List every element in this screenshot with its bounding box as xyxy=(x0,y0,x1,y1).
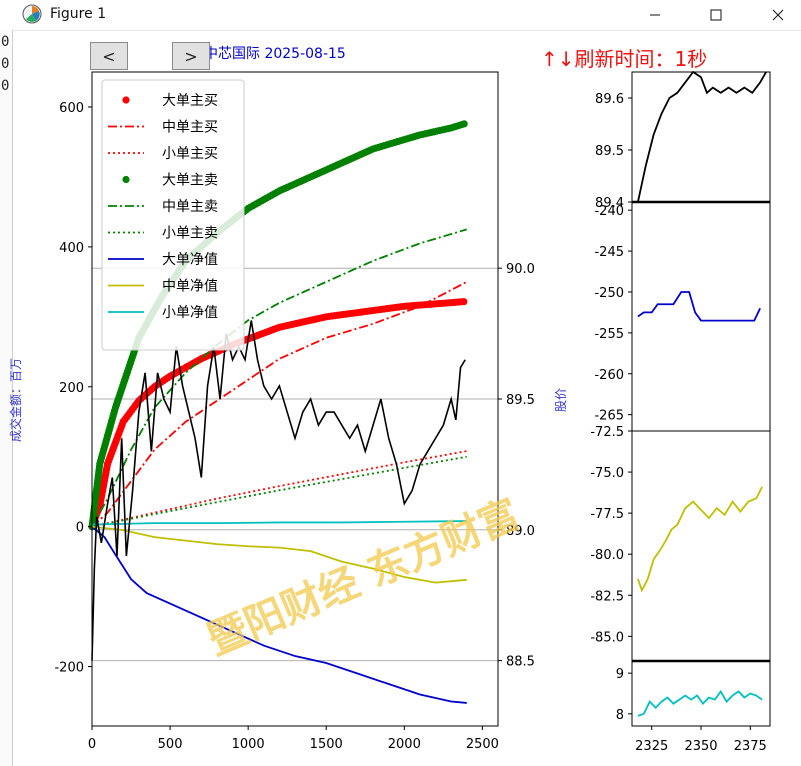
legend-entry: 小单主卖 xyxy=(108,226,218,242)
series-股价-line xyxy=(91,320,466,661)
legend-label: 小单主买 xyxy=(162,146,218,162)
right-panel-4: 8 9 2325 2350 2375 xyxy=(616,660,771,754)
right-panel-1: 89.4 89.5 89.6 xyxy=(595,70,771,211)
window-title: Figure 1 xyxy=(50,6,107,22)
x-tick-label: 1000 xyxy=(232,737,265,752)
background-window-edge: 0 0 0 xyxy=(0,30,13,766)
close-icon xyxy=(772,9,784,21)
legend-entry: 大单主卖 xyxy=(122,173,218,189)
panel-y-tick-label: -75.0 xyxy=(590,466,624,481)
y-tick-label: -200 xyxy=(54,661,84,676)
window-titlebar: Figure 1 xyxy=(0,0,801,31)
series-小单主买-line xyxy=(91,450,467,528)
panel-series-line xyxy=(637,486,763,593)
legend-entry: 中单主卖 xyxy=(108,199,218,215)
panel-y-tick-label: -265 xyxy=(594,409,624,424)
panel-y-tick-label: -250 xyxy=(594,286,624,301)
legend-entry: 大单主买 xyxy=(122,93,218,109)
watermark: 暨阳财经 东方财富 xyxy=(201,491,526,664)
panel-frame xyxy=(631,201,771,432)
panel-y-tick-label: -260 xyxy=(594,368,624,383)
right-panel-2: -265 -260 -255 -250 -245 -240 xyxy=(594,201,771,432)
y2-tick-label: 89.0 xyxy=(506,524,535,539)
legend-marker xyxy=(122,175,130,184)
panel-y-tick-label: -85.0 xyxy=(590,630,624,645)
legend-entry: 中单净值 xyxy=(108,279,218,295)
y2-tick-label: 90.0 xyxy=(506,262,535,277)
legend-entry: 小单主买 xyxy=(108,146,218,162)
x-tick-label: 2000 xyxy=(388,737,421,752)
panel-y-tick-label: -77.5 xyxy=(590,507,624,522)
maximize-button[interactable] xyxy=(693,0,739,30)
y2-tick-label: 88.5 xyxy=(506,655,535,670)
panel-y-tick-label: -72.5 xyxy=(590,425,624,440)
close-button[interactable] xyxy=(755,0,801,30)
next-button[interactable]: > xyxy=(172,42,210,70)
x-tick-label: 0 xyxy=(88,737,96,752)
legend-entry: 小单净值 xyxy=(108,305,218,321)
panel-frame xyxy=(631,430,771,662)
panel-y-tick-label: -82.5 xyxy=(590,589,624,604)
y2-tick-label: 89.5 xyxy=(506,393,535,408)
legend-label: 小单净值 xyxy=(162,305,218,321)
series-小单主卖-line xyxy=(91,455,467,528)
series-中单主买-line xyxy=(91,281,468,528)
panel-y-tick-label: 89.6 xyxy=(595,92,624,107)
legend-label: 中单净值 xyxy=(162,279,218,295)
data-point xyxy=(460,120,468,128)
panel-y-tick-label: 89.4 xyxy=(595,196,624,211)
y2-axis-label: 股价 xyxy=(554,388,568,412)
data-point xyxy=(460,298,468,306)
panel-y-tick-label: 89.5 xyxy=(595,144,624,159)
x-tick-label: 500 xyxy=(158,737,183,752)
y-tick-label: 0 xyxy=(76,521,84,536)
panel-y-tick-label: 9 xyxy=(616,667,624,682)
legend-label: 大单主卖 xyxy=(162,173,218,189)
minimize-button[interactable] xyxy=(632,0,678,30)
panel-y-tick-label: -255 xyxy=(594,327,624,342)
legend-label: 大单主买 xyxy=(162,93,218,109)
right-panels: 89.4 89.5 89.6 -265 -260 -255 -250 -245 -240 -85.… xyxy=(590,70,771,754)
maximize-icon xyxy=(710,9,722,21)
panel-x-tick-label: 2350 xyxy=(684,739,717,754)
background-char: 0 xyxy=(1,34,10,50)
figure-canvas: 0 500 1000 1500 2000 2500-200020040060088.589… xyxy=(8,46,771,754)
panel-x-tick-label: 2375 xyxy=(734,739,767,754)
panel-y-tick-label: 8 xyxy=(616,708,624,723)
panel-y-tick-label: -240 xyxy=(594,204,624,219)
prev-button[interactable]: < xyxy=(90,42,128,70)
series-小单净值-line xyxy=(91,520,467,526)
legend-marker xyxy=(122,96,130,104)
panel-series-line xyxy=(637,689,763,717)
right-panel-3: -85.0 -82.5 -80.0 -77.5 -75.0 -72.5 xyxy=(590,425,771,662)
series-大单净值-line xyxy=(91,525,467,704)
legend-label: 小单主卖 xyxy=(162,226,218,242)
y-tick-label: 600 xyxy=(59,101,84,116)
matplotlib-icon xyxy=(22,4,42,24)
legend-label: 中单主买 xyxy=(162,120,218,136)
x-tick-label: 1500 xyxy=(310,737,343,752)
y-tick-label: 200 xyxy=(59,381,84,396)
legend-label: 大单净值 xyxy=(162,252,218,268)
legend-entry: 大单净值 xyxy=(108,252,218,268)
y-tick-label: 400 xyxy=(59,241,84,256)
y-axis-label: 成交金额：百万 xyxy=(8,358,23,442)
legend-box xyxy=(101,79,245,351)
minimize-icon xyxy=(650,14,660,16)
chart-title: 中芯国际 2025-08-15 xyxy=(204,46,346,62)
panel-y-tick-label: -80.0 xyxy=(590,548,624,563)
background-char: 0 xyxy=(1,78,10,94)
panel-series-line xyxy=(637,70,767,203)
panel-x-tick-label: 2325 xyxy=(635,739,668,754)
main-tick-labels: 0 500 1000 1500 2000 2500 -200 0 200 400 600 88.5 89… xyxy=(54,101,534,752)
series-中单净值-line xyxy=(91,525,467,584)
background-char: 0 xyxy=(1,56,10,72)
panel-y-tick-label: -245 xyxy=(594,245,624,260)
x-tick-label: 2500 xyxy=(466,737,499,752)
legend-label: 中单主卖 xyxy=(162,199,218,215)
panel-series-line xyxy=(637,291,761,322)
refresh-indicator: ↑↓刷新时间：1秒 xyxy=(541,47,707,71)
legend-entry: 中单主买 xyxy=(108,120,218,136)
